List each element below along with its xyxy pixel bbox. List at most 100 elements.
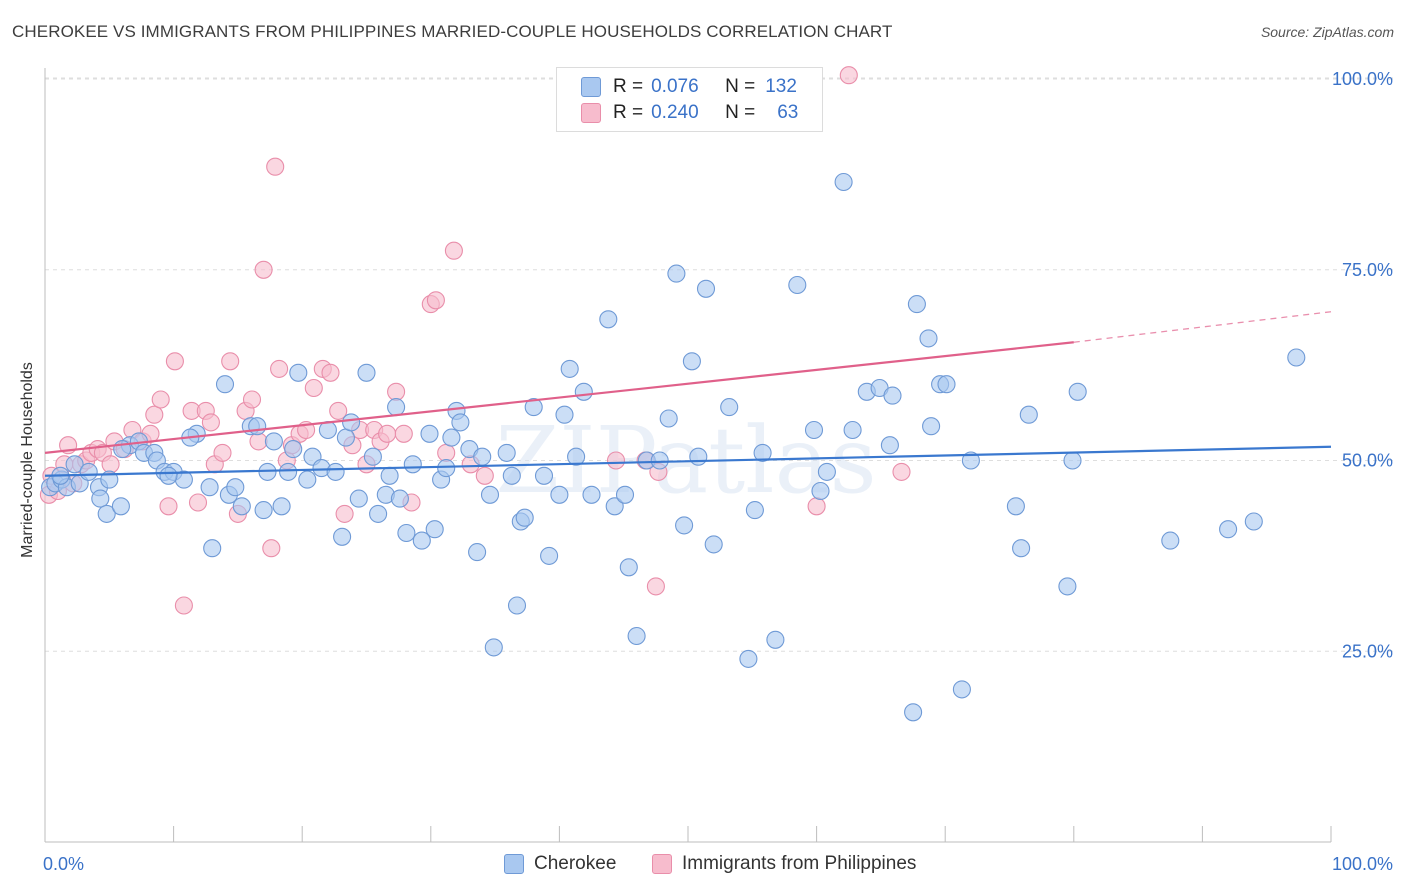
philippines-point (839, 66, 858, 85)
cherokee-point (264, 432, 283, 451)
cherokee-point (248, 417, 267, 436)
cherokee-point (689, 447, 708, 466)
cherokee-point (279, 462, 298, 481)
y-tick-label: 75.0% (1342, 260, 1393, 280)
cherokee-point (79, 462, 98, 481)
r-value: 0.240 (651, 102, 699, 123)
cherokee-point (403, 455, 422, 474)
cherokee-point (961, 451, 980, 470)
cherokee-point (696, 279, 716, 298)
cherokee-point (507, 596, 527, 615)
cherokee-point (442, 428, 461, 447)
philippines-point (378, 424, 397, 443)
cherokee-point (834, 172, 853, 192)
cherokee-point (534, 466, 554, 485)
source-label: Source: ZipAtlas.com (1260, 24, 1394, 40)
philippines-point (444, 241, 463, 260)
cherokee-point (1058, 577, 1077, 596)
bottom-legend-philippines: Immigrants from Philippines (652, 851, 916, 877)
trend-lines (44, 311, 1332, 477)
cherokee-point (412, 531, 431, 550)
philippines-point (646, 577, 665, 596)
cherokee-point (480, 485, 500, 504)
cherokee-point (65, 455, 84, 474)
r-value: 0.076 (651, 76, 699, 97)
cherokee-point (574, 382, 593, 401)
bottom-legend-cherokee: Cherokee (504, 851, 616, 877)
cherokee-point (1019, 405, 1038, 424)
cherokee-point (397, 523, 416, 543)
cherokee-point (605, 497, 624, 516)
grid-lines (45, 77, 1393, 652)
philippines-point (262, 539, 281, 558)
cherokee-point (333, 527, 352, 546)
cherokee-point (540, 546, 559, 565)
philippines-point (304, 378, 323, 398)
philippines-point (145, 405, 164, 424)
cherokee-point (232, 497, 251, 516)
cherokee-point (336, 428, 355, 447)
philippines-point (249, 432, 268, 451)
cherokee-points (41, 172, 1306, 722)
n-label: N = (725, 76, 756, 97)
x-tick-label-min: 0.0% (43, 854, 84, 874)
cherokee-point (1244, 512, 1263, 531)
cherokee-point (515, 508, 534, 527)
cherokee-point (289, 363, 308, 382)
cherokee-point (937, 375, 956, 394)
n-value: 132 (765, 76, 797, 97)
cherokee-point (1287, 348, 1306, 367)
cherokee-point (560, 359, 579, 378)
philippines-points (39, 66, 911, 615)
cherokee-point (804, 420, 824, 440)
cherokee-point (739, 649, 758, 668)
cherokee-point (363, 447, 382, 466)
cherokee-point (357, 363, 376, 382)
cherokee-point (111, 497, 130, 516)
cherokee-point (582, 485, 601, 504)
cherokee-point (226, 478, 245, 497)
philippines-point (387, 382, 406, 401)
philippines-point (807, 497, 826, 516)
philippines-point (606, 451, 626, 470)
cherokee-point (468, 543, 487, 562)
philippines-point (892, 462, 911, 481)
chart-title: CHEROKEE VS IMMIGRANTS FROM PHILIPPINES … (12, 22, 893, 41)
cherokee-point (473, 447, 492, 466)
cherokee-point (880, 436, 899, 455)
philippines-swatch (581, 103, 601, 123)
philippines-point (213, 443, 232, 462)
n-label: N = (725, 102, 756, 123)
cherokee-point (1063, 451, 1082, 470)
philippines-point (266, 157, 285, 176)
n-value: 63 (777, 102, 799, 123)
philippines-point (188, 493, 208, 512)
philippines-point (475, 466, 494, 485)
cherokee-point (788, 275, 807, 295)
philippines-trend-extension (1073, 311, 1332, 343)
cherokee-point (615, 485, 635, 504)
philippines-point (242, 390, 262, 409)
cherokee-point (272, 497, 291, 516)
philippines-trend-line (44, 341, 1074, 454)
cherokee-point (497, 443, 516, 462)
cherokee-point (203, 539, 222, 558)
cherokee-point (599, 310, 618, 329)
cherokee-point (550, 485, 569, 504)
cherokee-point (97, 504, 116, 523)
cherokee-point (766, 630, 785, 649)
axes (44, 68, 1332, 843)
philippines-point (335, 504, 354, 523)
cherokee-point (91, 489, 110, 508)
philippines-point (394, 424, 413, 443)
cherokee-legend-label: Cherokee (534, 853, 617, 874)
philippines-point (151, 390, 170, 409)
cherokee-point (1219, 520, 1238, 539)
cherokee-point (555, 405, 574, 424)
cherokee-point (215, 375, 235, 394)
cherokee-point (420, 424, 439, 443)
x-tick-label-max: 100.0% (1332, 854, 1393, 874)
cherokee-point (437, 459, 456, 478)
cherokee-swatch (504, 854, 524, 874)
philippines-legend-label: Immigrants from Philippines (682, 853, 917, 874)
